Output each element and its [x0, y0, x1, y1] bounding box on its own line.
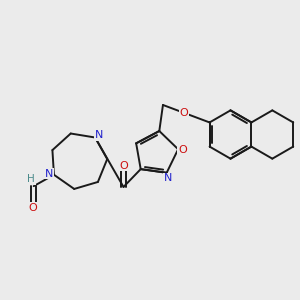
- Text: O: O: [29, 203, 38, 213]
- Text: N: N: [164, 173, 172, 183]
- Text: O: O: [180, 108, 188, 118]
- Text: O: O: [119, 160, 128, 171]
- Text: O: O: [178, 145, 187, 155]
- Text: H: H: [27, 174, 35, 184]
- Text: N: N: [45, 169, 53, 178]
- Text: N: N: [95, 130, 103, 140]
